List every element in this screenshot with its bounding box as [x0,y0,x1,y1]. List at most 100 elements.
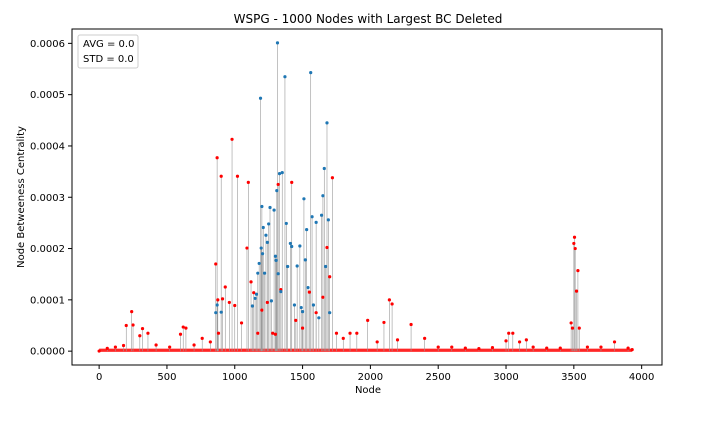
point-remaining [271,331,275,335]
y-tick-label: 0.0002 [30,244,65,255]
point-remaining [355,331,359,335]
point-deleted [288,241,292,246]
x-tick-label: 0 [96,372,102,383]
point-remaining [463,346,467,350]
x-tick-label: 1500 [290,372,315,383]
y-axis-label: Node Betweeness Centrality [16,126,27,268]
point-deleted [260,252,265,256]
point-remaining [517,340,522,344]
point-remaining [300,326,305,330]
baseline-nodes [99,348,633,352]
point-deleted [214,311,218,315]
point-remaining [252,291,256,295]
point-remaining [113,345,118,349]
y-tick-label: 0.0005 [30,90,65,101]
x-tick-label: 3500 [561,372,586,383]
point-remaining [524,338,528,342]
point-remaining [223,285,227,289]
point-deleted [250,304,254,308]
y-tick-label: 0.0000 [30,347,65,358]
point-remaining [436,345,440,349]
point-remaining [599,345,603,349]
point-deleted [260,204,264,209]
point-remaining [330,176,335,180]
point-remaining [531,345,535,349]
point-deleted [279,290,283,294]
point-deleted [267,222,271,226]
point-remaining [409,322,413,327]
x-tick-label: 4000 [629,372,654,383]
point-remaining [570,326,575,330]
point-remaining [390,302,394,306]
chart-title: WSPG - 1000 Nodes with Largest BC Delete… [234,12,503,26]
point-remaining [626,346,630,350]
x-tick-label: 2000 [358,372,383,383]
point-remaining [375,340,379,344]
point-deleted [299,305,303,310]
point-deleted [277,172,282,176]
point-remaining [154,343,158,347]
point-remaining [328,275,332,279]
x-tick-label: 1000 [222,372,247,383]
point-deleted [262,271,267,275]
annotation-box: AVG = 0.0 STD = 0.0 [77,34,139,69]
point-deleted [328,311,332,315]
point-remaining [233,303,237,308]
y-tick-label: 0.0004 [30,141,65,152]
point-deleted [290,244,294,249]
point-remaining [325,245,329,250]
point-deleted [303,258,307,262]
x-tick-label: 3000 [493,372,518,383]
x-axis: 0 500 1000 1500 2000 2500 3000 3500 4000 [96,365,654,383]
point-remaining [576,269,580,273]
annotation-avg: AVG = 0.0 [83,39,134,50]
point-deleted [274,258,278,262]
point-remaining [138,334,142,338]
point-deleted [319,213,324,217]
point-remaining [214,262,218,266]
point-remaining [181,325,185,329]
point-deleted [256,271,260,275]
point-remaining [290,180,294,184]
point-remaining [572,241,576,246]
point-remaining [276,182,280,187]
point-remaining [477,346,481,351]
point-remaining [612,340,617,344]
point-deleted [300,310,305,314]
y-tick-label: 0.0006 [30,39,65,50]
point-remaining [334,331,339,335]
point-remaining [216,298,220,302]
point-deleted [283,75,287,79]
point-remaining [219,174,223,178]
point-remaining [450,345,454,349]
point-remaining [230,137,234,141]
x-tick-label: 2500 [425,372,450,383]
point-remaining [216,331,221,335]
point-remaining [265,300,269,305]
point-remaining [348,331,352,335]
point-remaining [341,336,345,340]
point-remaining [178,332,183,336]
point-remaining [256,331,260,335]
point-remaining [366,318,370,322]
point-deleted [324,264,328,269]
point-remaining [307,290,311,294]
point-deleted [305,227,309,232]
point-deleted [298,244,302,248]
point-deleted [276,272,280,276]
point-remaining [504,339,508,343]
point-deleted [321,194,325,198]
point-remaining [511,331,515,335]
point-remaining [572,235,577,239]
stem-lines [98,42,633,352]
point-remaining [630,348,634,352]
y-tick-label: 0.0001 [30,295,65,306]
point-remaining [184,326,188,330]
point-remaining [249,280,253,284]
data-points [97,41,634,353]
point-deleted [261,225,265,230]
point-deleted [275,41,280,45]
point-remaining [97,349,101,353]
point-deleted [273,254,278,258]
